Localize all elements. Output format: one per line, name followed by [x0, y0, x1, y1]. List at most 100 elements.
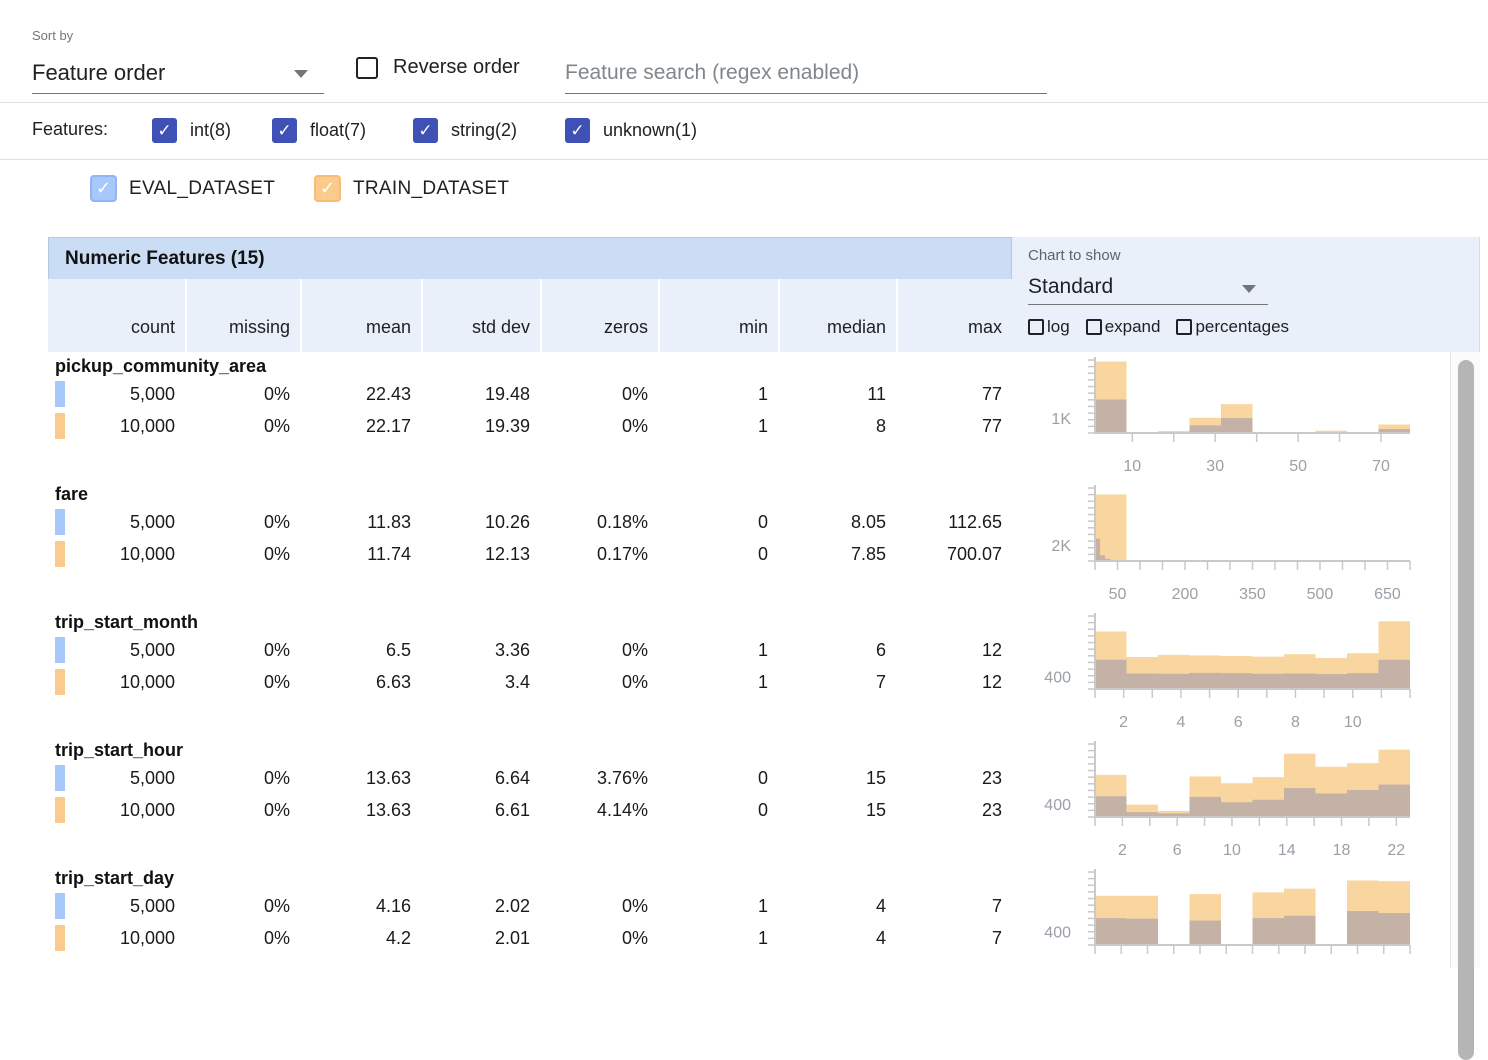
- check-icon: ✓: [152, 118, 177, 143]
- filter-label-float: float(7): [310, 120, 366, 141]
- svg-text:10: 10: [1123, 458, 1141, 475]
- feature-name: pickup_community_area: [48, 352, 1012, 378]
- train-dataset-swatch: [55, 541, 65, 567]
- eval-dataset-checkbox[interactable]: ✓ EVAL_DATASET: [90, 175, 275, 202]
- check-icon: ✓: [413, 118, 438, 143]
- stat-zeros: 4.14%: [540, 794, 658, 826]
- stat-count: 5,000: [48, 506, 185, 538]
- feature-search-input[interactable]: [565, 52, 1047, 94]
- stat-median: 4: [778, 890, 896, 922]
- stat-mean: 6.63: [300, 666, 421, 698]
- stat-mean: 13.63: [300, 794, 421, 826]
- filter-checkbox-float[interactable]: ✓ float(7): [272, 118, 366, 143]
- check-icon: ✓: [565, 118, 590, 143]
- stat-zeros: 0.18%: [540, 506, 658, 538]
- percentages-checkbox[interactable]: percentages: [1176, 317, 1289, 337]
- stat-min: 0: [658, 538, 778, 570]
- stat-count: 10,000: [48, 794, 185, 826]
- stat-count: 10,000: [48, 538, 185, 570]
- eval-dataset-swatch: [55, 765, 65, 791]
- stat-std-dev: 12.13: [421, 538, 540, 570]
- check-icon: ✓: [272, 118, 297, 143]
- stat-max: 77: [896, 410, 1012, 442]
- stat-std-dev: 2.01: [421, 922, 540, 954]
- stat-zeros: 0%: [540, 890, 658, 922]
- toolbar: Sort by Feature order Reverse order: [0, 0, 1488, 103]
- reverse-order-checkbox[interactable]: Reverse order: [356, 56, 520, 79]
- stat-max: 7: [896, 922, 1012, 954]
- log-label: log: [1047, 317, 1070, 337]
- stat-median: 6: [778, 634, 896, 666]
- col-mean: mean: [300, 279, 421, 352]
- charts-scrollbar[interactable]: [1450, 352, 1480, 968]
- filter-label-unknown: unknown(1): [603, 120, 697, 141]
- feature-name: trip_start_day: [48, 864, 1012, 890]
- stat-std-dev: 19.48: [421, 378, 540, 410]
- sort-by-select[interactable]: Feature order: [32, 54, 324, 94]
- checkbox-unchecked-icon: [1028, 319, 1044, 335]
- expand-checkbox[interactable]: expand: [1086, 317, 1161, 337]
- filter-checkbox-string[interactable]: ✓ string(2): [413, 118, 517, 143]
- train-dataset-label: TRAIN_DATASET: [353, 178, 509, 200]
- log-checkbox[interactable]: log: [1028, 317, 1070, 337]
- filter-checkbox-int[interactable]: ✓ int(8): [152, 118, 231, 143]
- col-min: min: [658, 279, 778, 352]
- feature-name: trip_start_hour: [48, 736, 1012, 762]
- stat-std-dev: 19.39: [421, 410, 540, 442]
- svg-text:14: 14: [1278, 842, 1296, 859]
- svg-text:10: 10: [1223, 842, 1241, 859]
- svg-text:18: 18: [1333, 842, 1351, 859]
- svg-text:6: 6: [1173, 842, 1182, 859]
- stat-zeros: 0%: [540, 922, 658, 954]
- filter-label-int: int(8): [190, 120, 231, 141]
- stat-std-dev: 6.61: [421, 794, 540, 826]
- filter-checkbox-unknown[interactable]: ✓ unknown(1): [565, 118, 697, 143]
- stat-min: 1: [658, 922, 778, 954]
- sort-by-value: Feature order: [32, 60, 165, 85]
- chart-type-select[interactable]: Standard: [1028, 273, 1268, 305]
- stat-max: 77: [896, 378, 1012, 410]
- stat-count: 5,000: [48, 378, 185, 410]
- feature-name: fare: [48, 480, 1012, 506]
- svg-text:200: 200: [1172, 586, 1199, 603]
- col-count: count: [48, 279, 185, 352]
- train-dataset-swatch: [55, 669, 65, 695]
- stat-std-dev: 10.26: [421, 506, 540, 538]
- train-dataset-checkbox[interactable]: ✓ TRAIN_DATASET: [314, 175, 509, 202]
- chart-type-value: Standard: [1028, 275, 1113, 298]
- numeric-features-title: Numeric Features (15): [48, 237, 1012, 279]
- svg-text:1K: 1K: [1051, 411, 1071, 428]
- eval-dataset-swatch: [55, 893, 65, 919]
- stat-zeros: 3.76%: [540, 762, 658, 794]
- svg-text:400: 400: [1044, 797, 1071, 814]
- stat-median: 7.85: [778, 538, 896, 570]
- stat-mean: 4.2: [300, 922, 421, 954]
- col-max: max: [896, 279, 1012, 352]
- charts-scrollbar-thumb[interactable]: [1458, 360, 1474, 1060]
- stat-missing: 0%: [185, 410, 300, 442]
- train-dataset-swatch: [55, 925, 65, 951]
- features-label: Features:: [32, 119, 108, 140]
- stat-std-dev: 3.36: [421, 634, 540, 666]
- svg-text:400: 400: [1044, 924, 1071, 941]
- svg-text:2: 2: [1118, 842, 1127, 859]
- stat-min: 0: [658, 506, 778, 538]
- svg-text:500: 500: [1307, 586, 1334, 603]
- stat-median: 15: [778, 794, 896, 826]
